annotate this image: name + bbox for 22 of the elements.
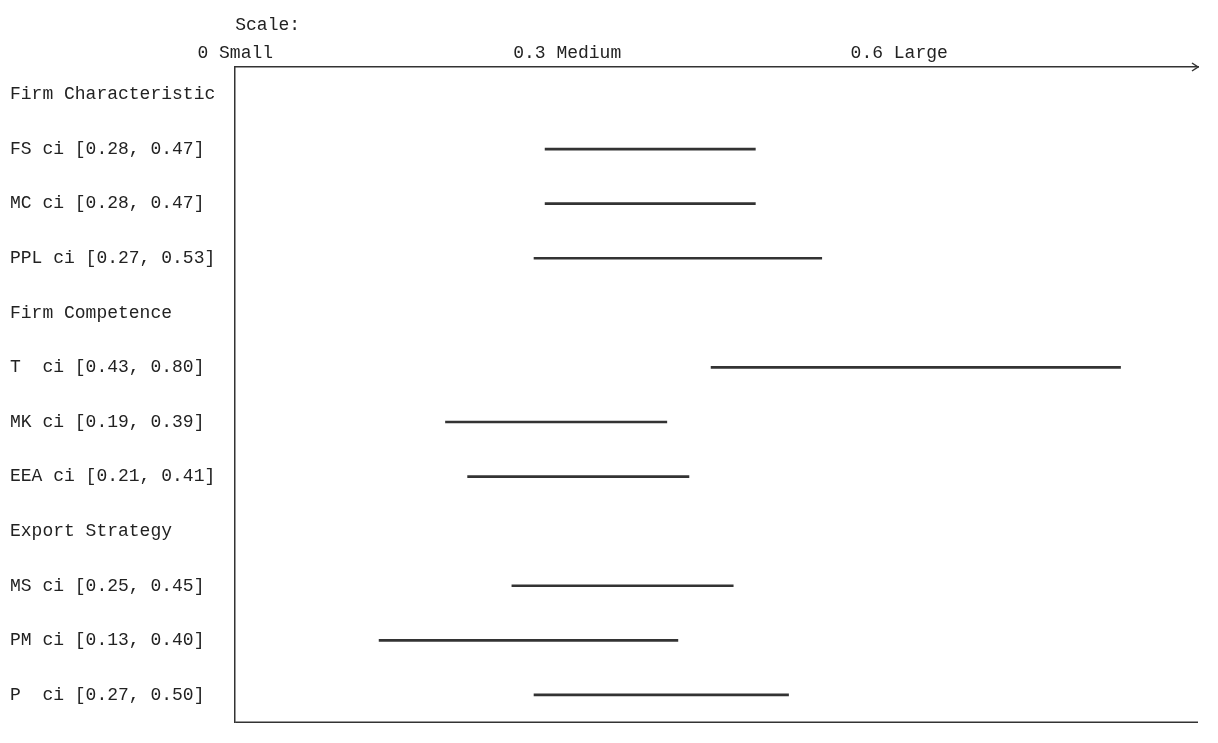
y-tick-label: T ci [0.43, 0.80] [10, 357, 205, 378]
x-axis-title: Scale: [235, 14, 301, 35]
x-tick-label: 0.3 Medium [513, 43, 622, 64]
y-tick-label: FS ci [0.28, 0.47] [10, 138, 205, 159]
y-tick-label: Firm Characteristic [10, 84, 216, 105]
x-tick-label: 0.6 Large [850, 43, 948, 64]
bar [710, 366, 1121, 369]
x-tick-label: 0 Small [197, 43, 274, 64]
y-tick-label: Firm Competence [10, 302, 173, 323]
y-tick-label: PPL ci [0.27, 0.53] [10, 248, 216, 269]
y-tick-label: PM ci [0.13, 0.40] [10, 630, 205, 651]
y-tick-label: P ci [0.27, 0.50] [10, 684, 205, 705]
y-tick-label: Export Strategy [10, 520, 173, 541]
bar [511, 584, 734, 588]
y-tick-label: MS ci [0.25, 0.45] [10, 575, 205, 596]
bar [467, 475, 690, 478]
y-tick-label: MK ci [0.19, 0.39] [10, 411, 205, 432]
y-tick-label: MC ci [0.28, 0.47] [10, 193, 205, 214]
bar [533, 256, 823, 260]
y-tick-label: EEA ci [0.21, 0.41] [10, 466, 216, 487]
bar [544, 202, 756, 205]
bar [378, 639, 679, 642]
